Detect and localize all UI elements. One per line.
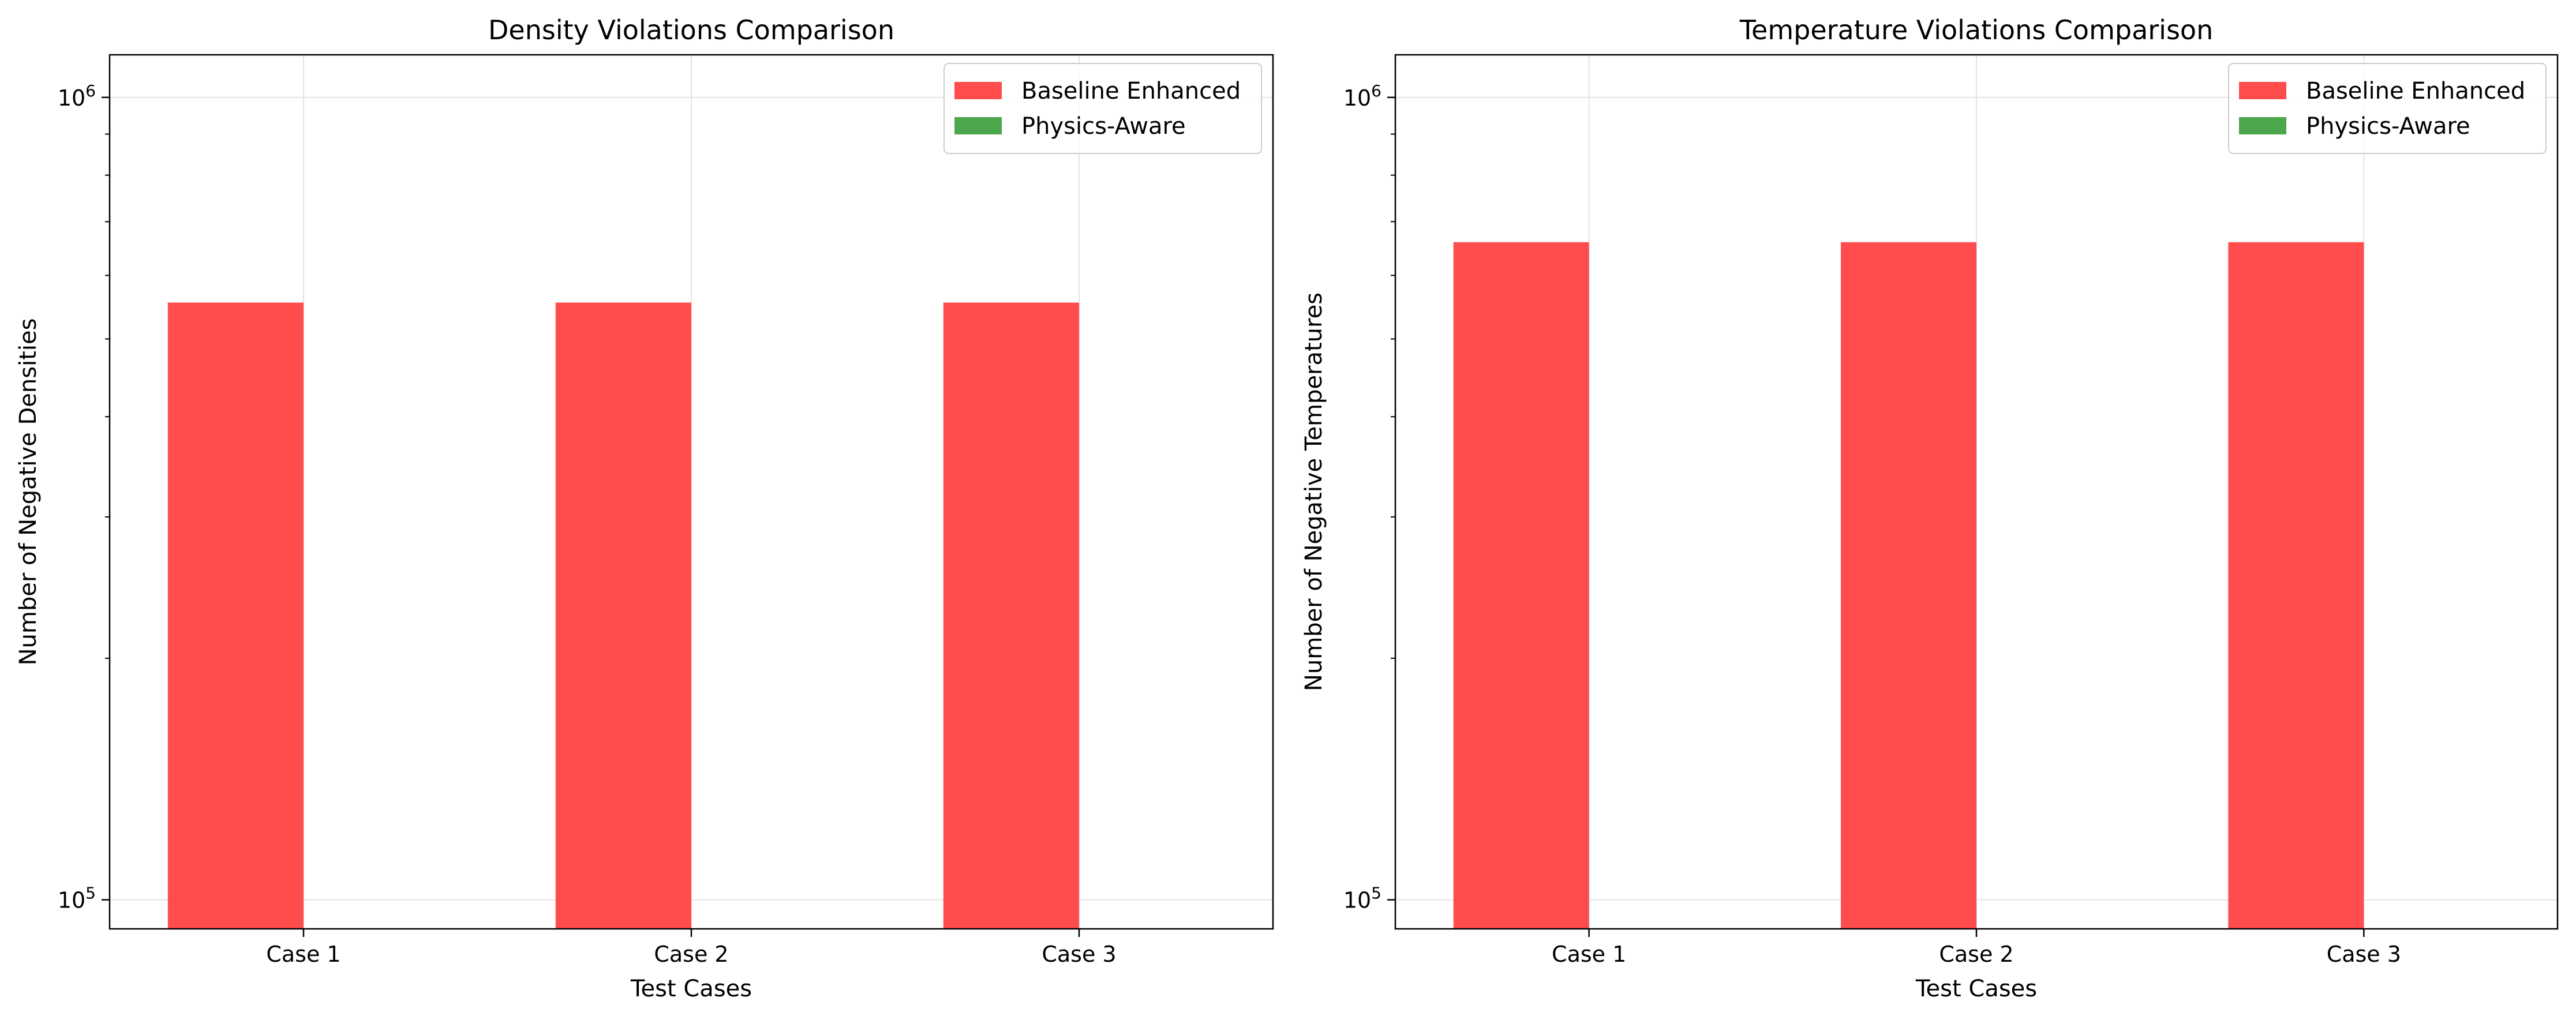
x-tick-label: Case 1: [1552, 942, 1626, 967]
y-tick-label: 106: [1343, 81, 1381, 111]
legend-box: [2228, 63, 2547, 154]
chart-title: Temperature Violations Comparison: [1739, 14, 2213, 46]
bar-baseline-enhanced: [167, 302, 304, 929]
legend-swatch: [954, 117, 1002, 134]
legend: Baseline Enhanced Physics-Aware: [943, 63, 1262, 154]
chart-panel-2: 105 106 Case 1 Case 2 Case 3 Temperature Viol…: [1301, 14, 2559, 1002]
legend-label: Physics-Aware: [1021, 113, 1186, 140]
bar-baseline-enhanced: [1841, 242, 1976, 929]
y-tick-label: 105: [1343, 884, 1381, 913]
chart-panel-1: 105 106 Case 1 Case 2 Case 3 Density Violatio…: [15, 14, 1274, 1002]
x-tick-label: Case 3: [2327, 942, 2401, 967]
x-tick-label: Case 2: [1939, 942, 2013, 967]
y-tick-label: 105: [58, 884, 96, 913]
bar-baseline-enhanced: [1453, 242, 1589, 929]
legend-swatch: [2239, 82, 2286, 99]
bar-baseline-enhanced: [943, 302, 1079, 929]
legend-swatch: [954, 82, 1002, 99]
x-axis-label: Test Cases: [1915, 976, 2037, 1002]
bar-baseline-enhanced: [555, 302, 691, 929]
legend-label: Baseline Enhanced: [2306, 78, 2525, 104]
legend: Baseline Enhanced Physics-Aware: [2228, 63, 2547, 154]
x-tick-label: Case 2: [654, 942, 728, 967]
x-tick-label: Case 3: [1042, 942, 1116, 967]
bar-baseline-enhanced: [2228, 242, 2364, 929]
legend-label: Physics-Aware: [2306, 113, 2470, 140]
y-tick-label: 106: [58, 81, 96, 111]
y-axis-label: Number of Negative Densities: [15, 318, 42, 666]
x-axis-label: Test Cases: [630, 976, 752, 1002]
x-tick-label: Case 1: [266, 942, 340, 967]
y-axis-label: Number of Negative Temperatures: [1301, 292, 1327, 691]
chart-title: Density Violations Comparison: [488, 14, 894, 46]
legend-box: [943, 63, 1262, 154]
legend-swatch: [2239, 117, 2286, 134]
legend-label: Baseline Enhanced: [1021, 78, 1241, 104]
